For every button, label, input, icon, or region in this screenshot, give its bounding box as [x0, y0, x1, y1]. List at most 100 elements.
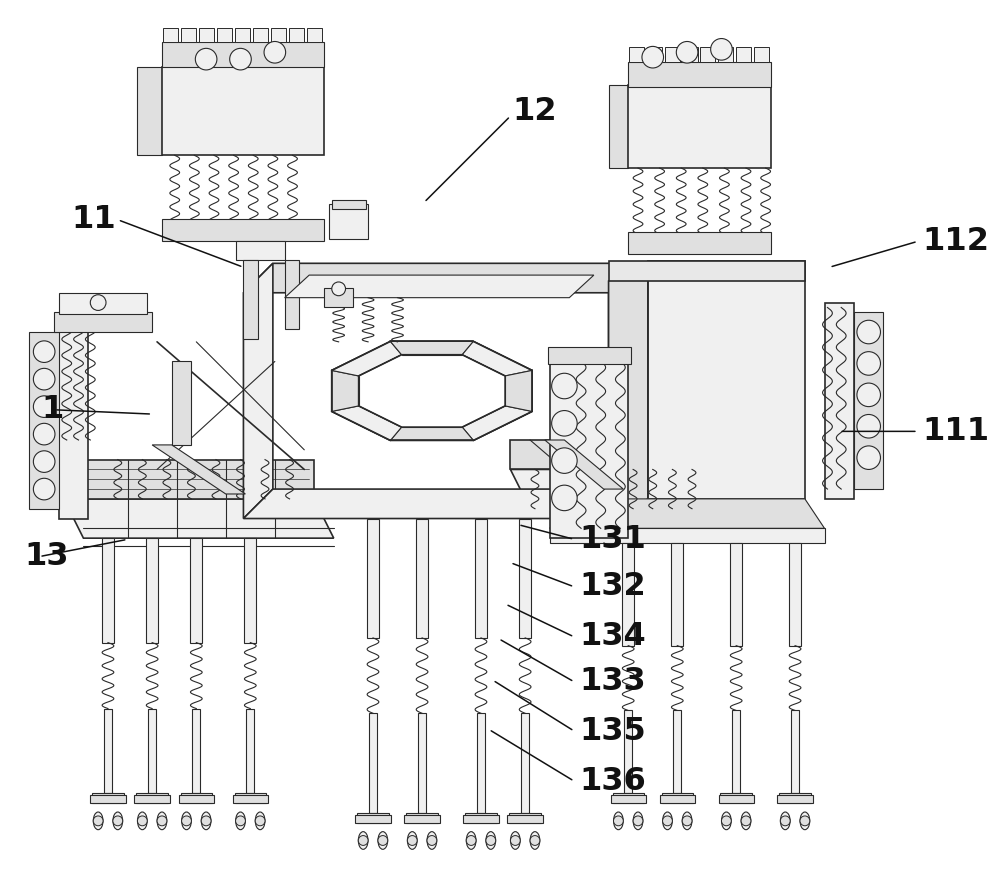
Ellipse shape — [780, 812, 790, 830]
Bar — [825, 303, 854, 499]
Circle shape — [407, 836, 417, 846]
Bar — [404, 815, 440, 823]
Bar — [285, 260, 299, 329]
Polygon shape — [390, 427, 473, 440]
Circle shape — [195, 48, 217, 70]
Polygon shape — [243, 489, 638, 518]
Bar — [148, 708, 156, 794]
Bar — [199, 28, 214, 42]
Bar — [59, 322, 88, 518]
Bar — [647, 48, 662, 62]
Ellipse shape — [530, 832, 540, 849]
Bar — [367, 518, 379, 638]
Ellipse shape — [113, 812, 123, 830]
Bar — [622, 543, 634, 646]
Circle shape — [741, 816, 751, 825]
Ellipse shape — [722, 812, 731, 830]
Bar — [628, 62, 771, 86]
Bar — [136, 794, 168, 803]
Bar — [134, 796, 170, 803]
Bar — [406, 813, 438, 823]
Bar — [217, 28, 232, 42]
Ellipse shape — [407, 832, 417, 849]
Polygon shape — [137, 67, 162, 156]
Circle shape — [552, 448, 577, 473]
Bar — [416, 518, 428, 638]
Circle shape — [642, 47, 664, 68]
Text: 11: 11 — [71, 204, 116, 235]
Bar — [162, 67, 324, 156]
Circle shape — [332, 282, 346, 296]
Polygon shape — [545, 440, 623, 489]
Circle shape — [90, 295, 106, 311]
Circle shape — [800, 816, 810, 825]
Bar — [235, 28, 250, 42]
Bar — [732, 710, 740, 794]
Bar — [244, 539, 256, 642]
Bar — [190, 539, 202, 642]
Bar — [791, 710, 799, 794]
Ellipse shape — [255, 812, 265, 830]
Bar — [463, 815, 499, 823]
Circle shape — [466, 836, 476, 846]
Text: 112: 112 — [923, 226, 990, 257]
Bar — [628, 84, 771, 168]
Bar — [720, 794, 752, 803]
Bar — [29, 332, 59, 509]
Circle shape — [427, 836, 437, 846]
Bar — [162, 219, 324, 241]
Bar — [92, 794, 124, 803]
Bar — [507, 815, 543, 823]
Circle shape — [255, 816, 265, 825]
Ellipse shape — [510, 832, 520, 849]
Bar — [477, 714, 485, 813]
Bar — [181, 794, 212, 803]
Text: 111: 111 — [923, 416, 990, 447]
Bar — [324, 288, 353, 307]
Circle shape — [721, 816, 731, 825]
Bar — [665, 48, 680, 62]
Text: 134: 134 — [579, 621, 646, 652]
Bar — [163, 28, 178, 42]
Bar — [355, 815, 391, 823]
Polygon shape — [64, 499, 334, 539]
Bar — [104, 708, 112, 794]
Circle shape — [33, 451, 55, 473]
Circle shape — [857, 383, 880, 407]
Text: 13: 13 — [25, 541, 69, 572]
Circle shape — [633, 816, 643, 825]
Circle shape — [230, 48, 251, 70]
Circle shape — [137, 816, 147, 825]
Ellipse shape — [486, 832, 496, 849]
Bar — [629, 48, 644, 62]
Polygon shape — [152, 445, 245, 494]
Ellipse shape — [201, 812, 211, 830]
Bar — [660, 796, 695, 803]
Circle shape — [486, 836, 496, 846]
Bar — [181, 28, 196, 42]
Bar — [509, 813, 541, 823]
Circle shape — [33, 479, 55, 500]
Ellipse shape — [182, 812, 191, 830]
Bar — [465, 813, 497, 823]
Polygon shape — [462, 341, 532, 376]
Circle shape — [857, 414, 880, 438]
Bar — [611, 796, 646, 803]
Bar — [628, 232, 771, 253]
Bar — [777, 796, 813, 803]
Bar — [789, 543, 801, 646]
Polygon shape — [359, 355, 505, 427]
Polygon shape — [332, 370, 359, 412]
Bar — [418, 714, 426, 813]
Circle shape — [113, 816, 123, 825]
Bar — [179, 796, 214, 803]
Polygon shape — [332, 406, 402, 440]
Circle shape — [33, 423, 55, 445]
Ellipse shape — [682, 812, 692, 830]
Polygon shape — [332, 341, 532, 440]
Bar — [59, 293, 147, 314]
Bar — [329, 204, 368, 238]
Polygon shape — [285, 275, 594, 297]
Circle shape — [264, 41, 286, 63]
Bar — [613, 794, 644, 803]
